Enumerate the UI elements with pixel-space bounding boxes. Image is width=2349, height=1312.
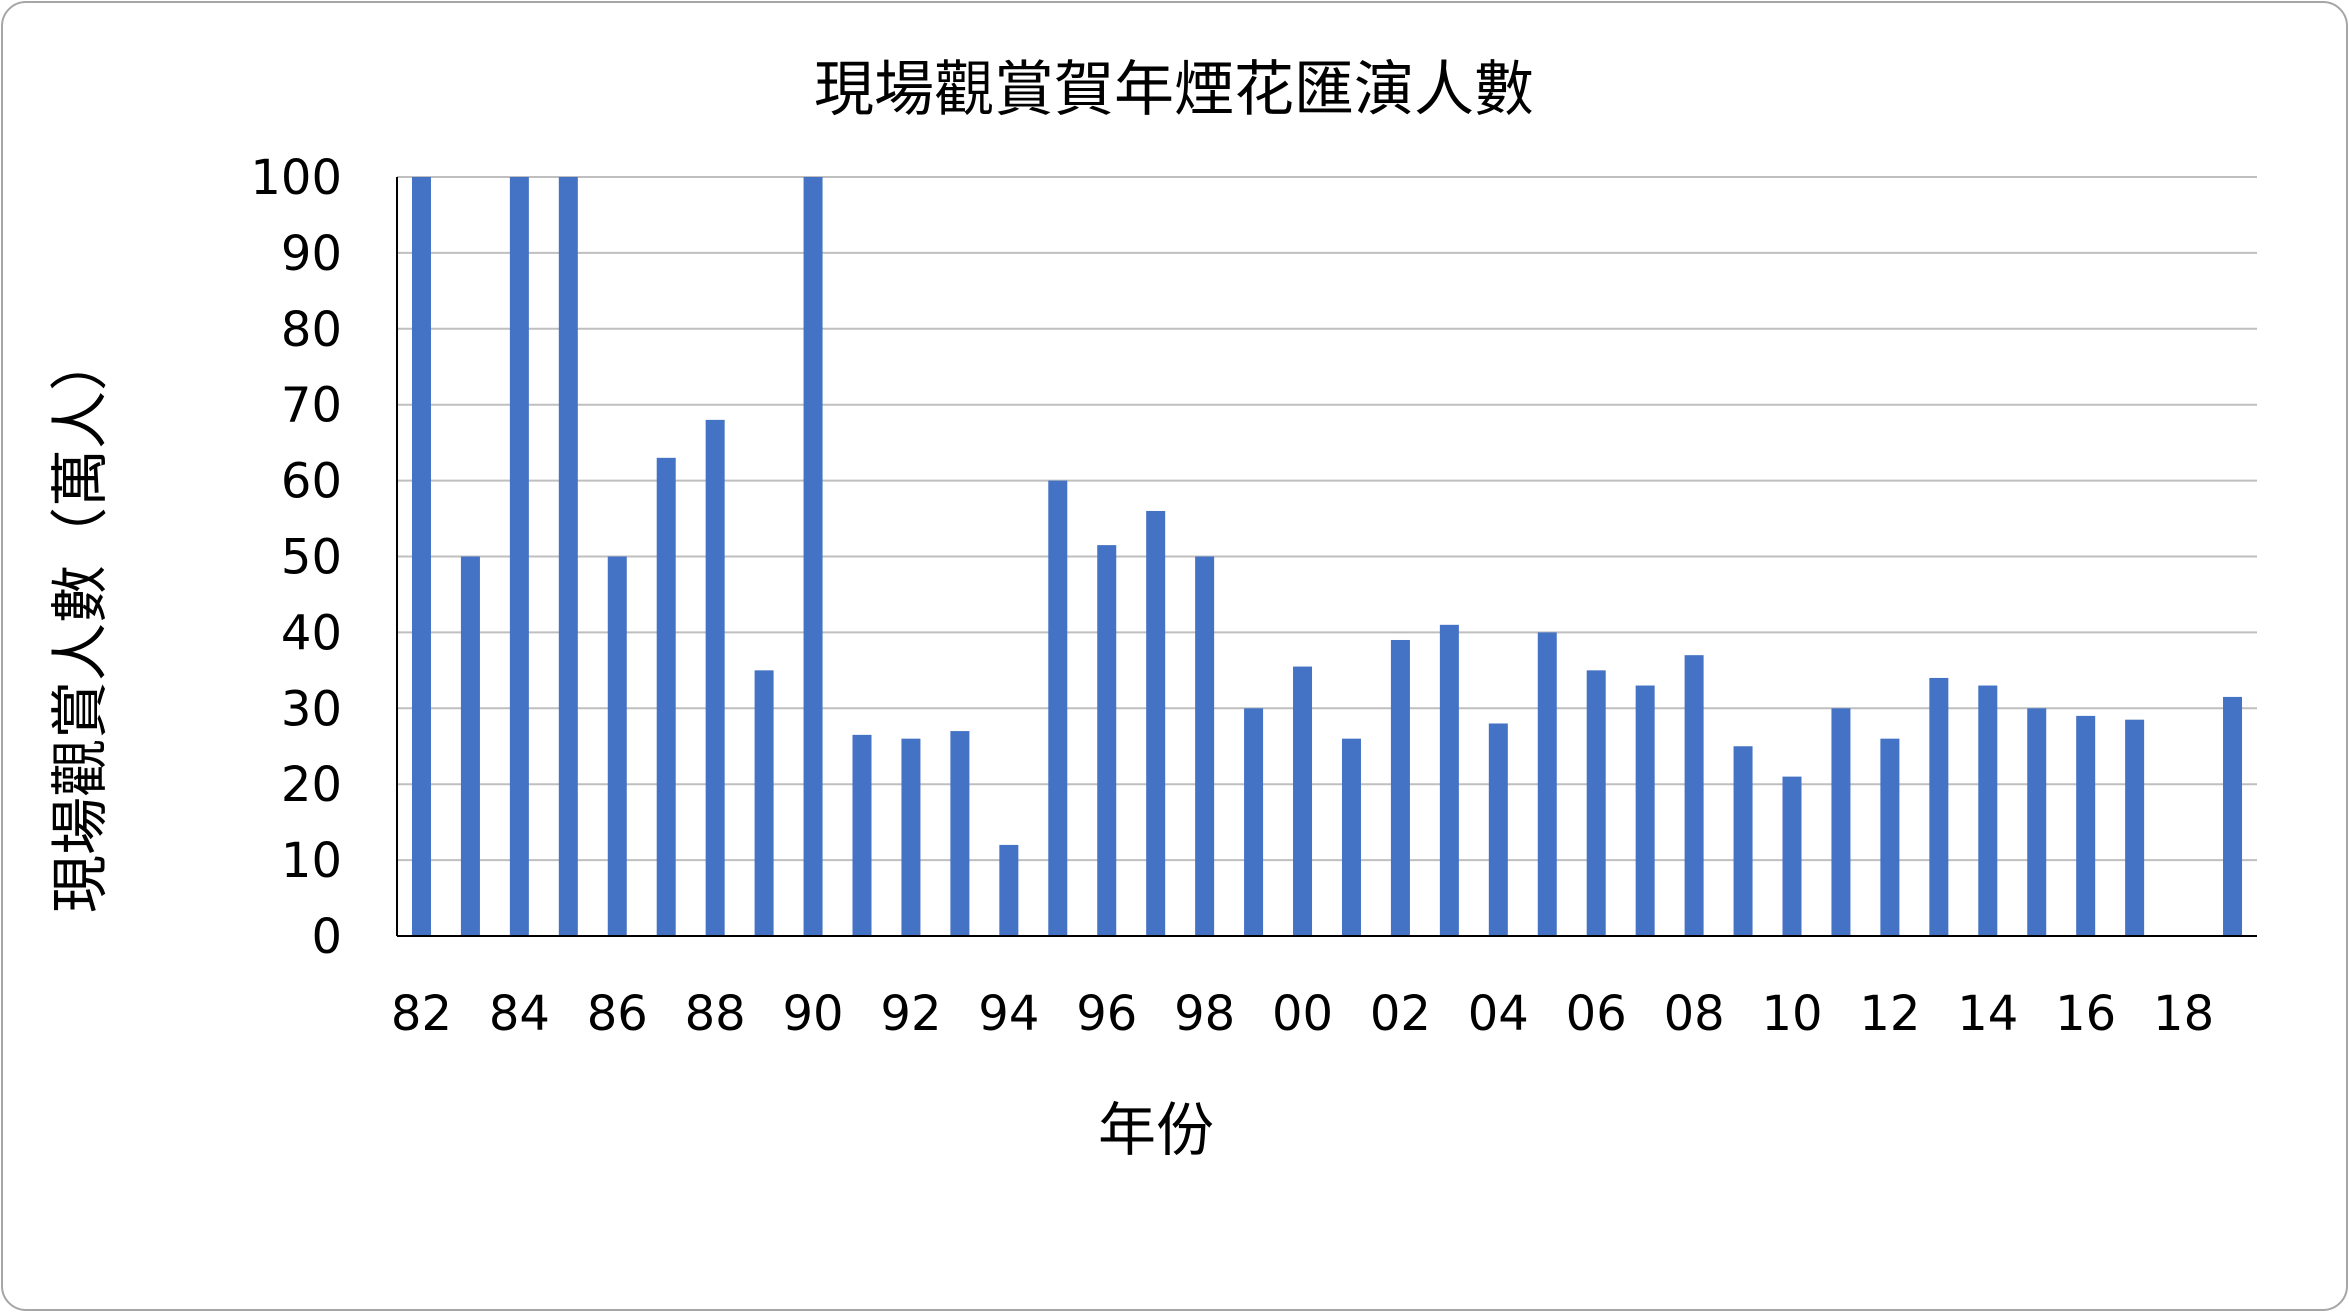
- bars: [411, 177, 2243, 936]
- y-tick-label: 70: [281, 378, 342, 434]
- y-tick-label: 0: [311, 909, 342, 965]
- y-tick-label: 20: [281, 757, 342, 813]
- x-tick-label: 02: [1370, 986, 1431, 1042]
- bar-17: [2125, 719, 2145, 936]
- bar-19: [2223, 696, 2243, 936]
- y-tick-label: 60: [281, 454, 342, 510]
- x-tick-label: 90: [783, 986, 844, 1042]
- x-axis-title: 年份: [1098, 1096, 1214, 1164]
- bar-82: [411, 177, 431, 936]
- bar-85: [558, 177, 578, 936]
- x-tick-label: 98: [1174, 986, 1235, 1042]
- chart-title: 現場觀賞賀年煙花匯演人數: [814, 55, 1534, 125]
- x-tick-label: 00: [1272, 986, 1333, 1042]
- bar-16: [2076, 715, 2096, 936]
- bar-01: [1341, 738, 1361, 936]
- bar-88: [705, 419, 725, 936]
- bar-91: [852, 734, 872, 936]
- x-tick-label: 82: [391, 986, 452, 1042]
- bar-13: [1929, 677, 1949, 936]
- y-tick-label: 40: [281, 605, 342, 661]
- bar-15: [2027, 708, 2047, 936]
- bar-90: [803, 177, 823, 936]
- y-tick-labels: 0 10 20 30 40 50 60 70 80 90 100: [250, 150, 342, 965]
- x-tick-label: 10: [1761, 986, 1822, 1042]
- y-tick-label: 30: [281, 681, 342, 737]
- bar-12: [1880, 738, 1900, 936]
- bar-11: [1831, 708, 1851, 936]
- x-tick-label: 18: [2153, 986, 2214, 1042]
- x-tick-label: 08: [1664, 986, 1725, 1042]
- bar-06: [1586, 670, 1606, 936]
- y-tick-label: 50: [281, 530, 342, 586]
- bar-93: [950, 731, 970, 936]
- x-tick-label: 96: [1076, 986, 1137, 1042]
- bar-05: [1537, 632, 1557, 936]
- x-tick-label: 86: [587, 986, 648, 1042]
- bar-03: [1439, 624, 1459, 936]
- y-tick-label: 80: [281, 302, 342, 358]
- bar-89: [754, 670, 774, 936]
- bar-84: [509, 177, 529, 936]
- y-tick-label: 10: [281, 833, 342, 889]
- bar-04: [1488, 723, 1508, 936]
- bar-02: [1390, 639, 1410, 936]
- x-tick-label: 84: [489, 986, 550, 1042]
- x-tick-label: 92: [880, 986, 941, 1042]
- bar-10: [1782, 776, 1802, 936]
- y-tick-label: 90: [281, 226, 342, 282]
- bar-08: [1684, 655, 1704, 936]
- bar-87: [656, 457, 676, 936]
- bar-98: [1195, 556, 1215, 936]
- bar-95: [1048, 480, 1068, 936]
- bar-00: [1293, 666, 1313, 936]
- y-tick-label: 100: [250, 150, 342, 206]
- bar-96: [1097, 545, 1117, 936]
- bar-99: [1244, 708, 1264, 936]
- x-tick-labels: 82 84 86 88 90 92 94 96 98 00 02 04 06 08 10 12 14 16 18: [391, 986, 2214, 1042]
- bar-14: [1978, 685, 1998, 936]
- bar-86: [607, 556, 627, 936]
- bar-07: [1635, 685, 1655, 936]
- x-tick-label: 04: [1468, 986, 1529, 1042]
- x-tick-label: 12: [1859, 986, 1920, 1042]
- y-axis-title: 現場觀賞人數（萬人）: [46, 333, 114, 913]
- bar-09: [1733, 746, 1753, 936]
- bar-94: [999, 844, 1019, 936]
- x-tick-label: 94: [978, 986, 1039, 1042]
- x-tick-label: 88: [685, 986, 746, 1042]
- x-tick-label: 14: [1957, 986, 2018, 1042]
- x-tick-label: 16: [2055, 986, 2116, 1042]
- bar-83: [460, 556, 480, 936]
- bar-97: [1146, 510, 1166, 936]
- bar-92: [901, 738, 921, 936]
- x-tick-label: 06: [1566, 986, 1627, 1042]
